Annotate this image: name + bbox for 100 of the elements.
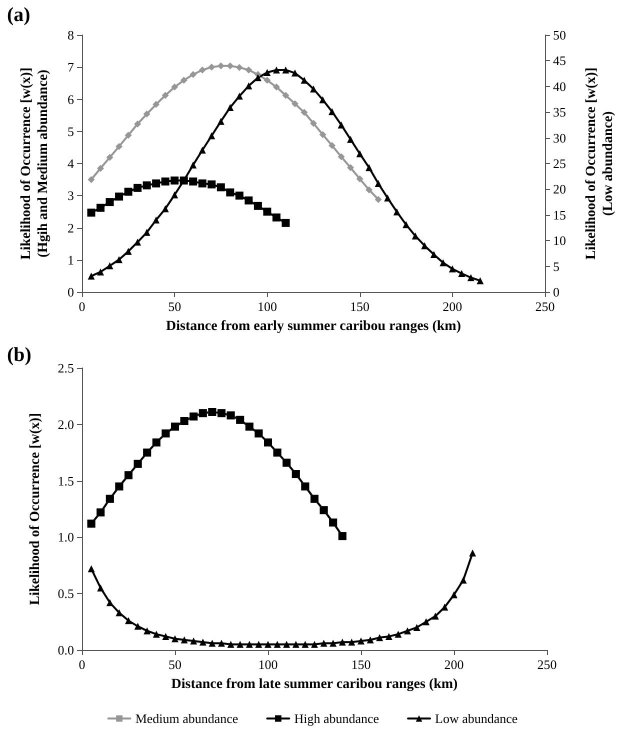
point — [394, 630, 402, 638]
point — [458, 270, 466, 277]
point — [216, 183, 225, 192]
point — [358, 637, 364, 644]
point — [124, 248, 132, 255]
point — [311, 640, 318, 648]
point — [227, 640, 234, 648]
point — [245, 66, 252, 74]
point — [402, 221, 410, 228]
point — [264, 69, 271, 76]
point — [87, 208, 96, 217]
point — [264, 76, 271, 84]
y-tick-label: 2 — [68, 220, 74, 236]
point — [264, 640, 272, 648]
x-tick-label: 150 — [351, 657, 371, 672]
point — [236, 64, 243, 71]
point — [476, 277, 484, 284]
point — [274, 640, 281, 648]
point — [366, 164, 373, 172]
point — [441, 604, 448, 611]
point — [143, 228, 150, 236]
point — [171, 84, 178, 91]
point — [199, 638, 206, 646]
point — [244, 196, 253, 204]
point — [348, 638, 356, 646]
chart-title: (a) — [7, 4, 30, 26]
point — [235, 192, 244, 200]
legend-label: Low abundance — [435, 711, 518, 726]
point — [366, 636, 374, 644]
point — [338, 153, 345, 160]
x-tick-label: 0 — [78, 299, 86, 314]
point — [282, 218, 290, 227]
point — [208, 64, 216, 71]
point — [319, 96, 326, 104]
point — [291, 100, 298, 108]
y2-tick-label: 10 — [553, 233, 566, 248]
point — [263, 208, 272, 216]
point — [272, 213, 280, 222]
point — [162, 632, 170, 640]
point — [255, 640, 262, 648]
x-tick-label: 50 — [168, 299, 182, 314]
point — [190, 637, 198, 644]
point — [292, 640, 300, 648]
point — [134, 622, 142, 630]
point — [412, 232, 419, 240]
point — [338, 121, 345, 128]
point — [134, 120, 142, 128]
point — [198, 66, 206, 74]
point — [125, 617, 132, 624]
point — [190, 162, 197, 169]
point — [245, 82, 252, 90]
legend-label: High abundance — [294, 711, 380, 726]
point — [208, 640, 216, 647]
point — [180, 636, 188, 644]
point — [106, 599, 114, 606]
point — [106, 154, 114, 161]
point — [106, 262, 114, 270]
point — [106, 198, 114, 206]
point — [134, 184, 142, 192]
x-tick-label: 100 — [258, 657, 278, 672]
point — [88, 272, 95, 280]
point — [142, 181, 151, 190]
point — [97, 268, 104, 276]
y-tick-label: 6 — [68, 92, 74, 107]
point — [347, 136, 354, 143]
point — [189, 177, 198, 186]
point — [283, 640, 290, 648]
x-tick-label: 0 — [78, 657, 86, 672]
legend-label: Medium abundance — [135, 711, 238, 726]
point — [152, 179, 160, 188]
point — [152, 630, 160, 638]
point — [460, 576, 467, 584]
point — [376, 634, 384, 642]
y2-tick-label: 30 — [553, 130, 566, 146]
point — [96, 204, 105, 212]
x-tick-label: 250 — [535, 299, 555, 314]
point — [282, 92, 290, 99]
point — [226, 104, 234, 111]
y-axis-title: Likelihood of Occurrence [w(x)] — [28, 412, 43, 606]
y-tick-label: 0.0 — [58, 642, 74, 658]
point — [328, 142, 336, 150]
y2-tick-label: 35 — [553, 104, 566, 120]
point — [450, 591, 458, 598]
y-tick-label: 0 — [68, 284, 74, 300]
point — [440, 259, 447, 266]
x-tick-label: 150 — [350, 299, 370, 314]
point — [282, 66, 290, 74]
point — [300, 108, 308, 116]
y2-tick-label: 15 — [553, 207, 566, 222]
point — [374, 196, 382, 203]
y-tick-label: 2.5 — [58, 360, 74, 376]
point — [272, 84, 280, 91]
x-axis-title: Distance from late summer caribou ranges (km) — [171, 677, 458, 692]
point — [226, 62, 234, 70]
point — [226, 188, 234, 196]
point — [236, 92, 243, 100]
point — [385, 632, 392, 640]
x-tick-label: 100 — [257, 299, 277, 314]
y2-tick-label: 25 — [553, 156, 566, 171]
point — [291, 70, 298, 77]
